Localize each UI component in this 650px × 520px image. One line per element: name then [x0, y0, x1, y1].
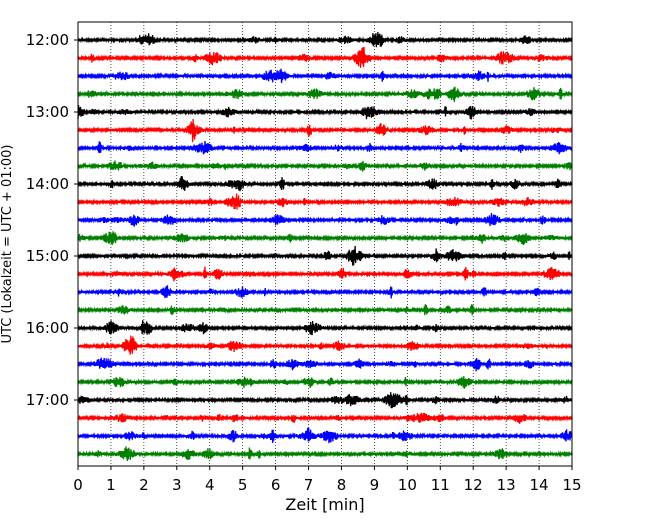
x-tick-label: 13 — [497, 476, 516, 494]
seismic-trace-1315 — [77, 118, 573, 143]
seismic-trace-1400 — [77, 176, 573, 192]
seismic-trace-1330 — [77, 140, 573, 155]
seismic-trace-1600 — [77, 320, 573, 336]
y-tick-label: 15:00 — [26, 247, 69, 265]
seismic-trace-1700 — [77, 392, 573, 409]
seismic-trace-1230 — [77, 68, 573, 84]
seismic-trace-1215 — [77, 46, 573, 68]
x-axis-ticks: 0 1 2 3 4 5 6 7 8 9 10 11 12 13 14 15 — [73, 466, 582, 494]
y-tick-label: 14:00 — [26, 175, 69, 193]
x-tick-label: 12 — [464, 476, 483, 494]
seismic-trace-1645 — [77, 376, 573, 389]
x-tick-label: 10 — [398, 476, 417, 494]
seismic-trace-1430 — [77, 212, 573, 227]
grid-lines — [110, 22, 540, 466]
seismic-trace-1445 — [77, 231, 573, 245]
x-tick-label: 9 — [370, 476, 380, 494]
seismic-trace-1345 — [77, 160, 573, 172]
y-tick-label: 17:00 — [26, 391, 69, 409]
seismic-trace-1500 — [77, 245, 573, 266]
x-tick-label: 0 — [73, 476, 83, 494]
seismic-trace-1200 — [77, 31, 573, 48]
y-tick-label: 12:00 — [26, 31, 69, 49]
seismic-trace-1545 — [77, 304, 573, 316]
y-tick-label: 16:00 — [26, 319, 69, 337]
x-tick-label: 1 — [106, 476, 116, 494]
seismic-trace-1630 — [77, 357, 573, 372]
y-axis-label: UTC (Lokalzeit = UTC + 01:00) — [0, 145, 15, 344]
x-tick-label: 6 — [271, 476, 281, 494]
seismic-trace-1745 — [77, 446, 573, 462]
x-axis-label: Zeit [min] — [285, 495, 364, 514]
seismic-trace-1415 — [77, 193, 573, 210]
x-tick-label: 11 — [431, 476, 450, 494]
y-tick-label: 13:00 — [26, 103, 69, 121]
seismic-trace-1300 — [77, 104, 573, 120]
x-tick-label: 5 — [238, 476, 248, 494]
plot-frame — [77, 21, 573, 467]
x-tick-label: 3 — [172, 476, 182, 494]
seismic-trace-1530 — [77, 285, 573, 299]
seismic-traces — [77, 31, 573, 462]
x-tick-label: 7 — [304, 476, 314, 494]
seismic-trace-1730 — [77, 427, 573, 444]
seismic-trace-1245 — [77, 86, 573, 103]
x-tick-label: 4 — [205, 476, 215, 494]
seismic-trace-1615 — [77, 335, 573, 355]
x-tick-label: 15 — [562, 476, 581, 494]
y-axis-ticks: 12:00 13:00 14:00 15:00 16:00 17:00 — [26, 31, 78, 409]
seismic-trace-1715 — [77, 412, 573, 424]
x-tick-label: 8 — [337, 476, 347, 494]
x-tick-label: 14 — [530, 476, 549, 494]
seismic-trace-1515 — [77, 266, 573, 282]
x-tick-label: 2 — [139, 476, 149, 494]
